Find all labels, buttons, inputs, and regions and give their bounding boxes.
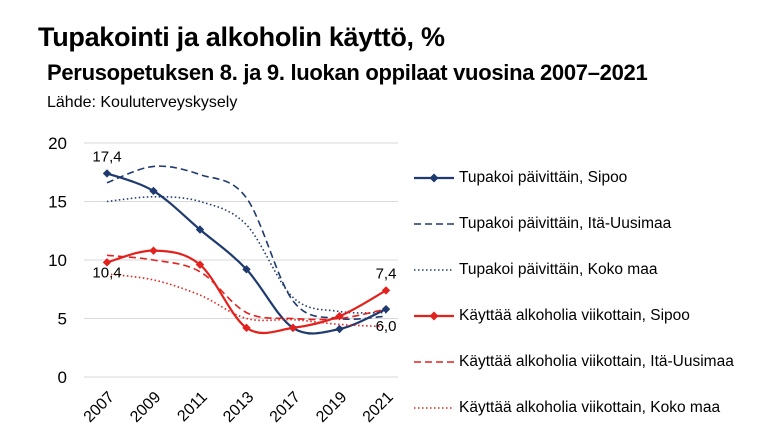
series-line-3 (106, 195, 387, 314)
series-marker-4 (335, 311, 344, 321)
series-line-1 (106, 172, 387, 335)
legend-label: Käyttää alkoholia viikottain, Itä-Uusima… (459, 353, 734, 370)
legend-label: Käyttää alkoholia viikottain, Koko maa (459, 399, 721, 416)
series-marker-1 (102, 169, 112, 178)
x-tick-label: 2019 (313, 389, 350, 426)
legend-item: Tupakoi päivittäin, Sipoo (412, 163, 762, 194)
legend-item: Tupakoi päivittäin, Koko maa (412, 255, 762, 286)
legend: Tupakoi päivittäin, Sipoo Tupakoi päivitt… (412, 163, 762, 439)
legend-swatch (414, 173, 454, 183)
series-marker-4 (381, 286, 391, 295)
series-line-6 (106, 273, 387, 328)
series-marker-4 (149, 246, 158, 255)
legend-swatch (414, 223, 454, 225)
x-tick-label: 2013 (220, 389, 257, 426)
chart-subtitle: Perusopetuksen 8. ja 9. luokan oppilaat … (47, 60, 648, 85)
legend-label: Tupakoi päivittäin, Itä-Uusimaa (459, 215, 672, 232)
y-tick-label: 5 (58, 310, 67, 329)
series-marker-1 (381, 304, 391, 314)
series-line-4 (106, 249, 387, 335)
gridlines (84, 142, 398, 378)
legend-swatch (414, 361, 454, 363)
data-label: 6,0 (376, 318, 397, 335)
y-tick-label: 10 (48, 251, 67, 270)
series-lines (106, 165, 387, 335)
data-label: 10,4 (92, 264, 121, 281)
series-marker-4 (195, 260, 205, 269)
y-tick-label: 15 (48, 193, 67, 212)
data-label: 17,4 (92, 148, 121, 165)
series-line-5 (106, 254, 387, 321)
data-labels: 17,4 10,4 7,4 6,0 (92, 148, 396, 335)
chart-source: Lähde: Kouluterveyskysely (47, 94, 238, 111)
legend-item: Käyttää alkoholia viikottain, Itä-Uusima… (412, 347, 762, 378)
x-tick-label: 2011 (174, 389, 210, 425)
series-marker-1 (242, 265, 251, 274)
series-marker-1 (195, 225, 205, 234)
series-markers (102, 169, 391, 334)
series-marker-4 (288, 323, 298, 333)
series-marker-1 (335, 324, 344, 334)
legend-item: Tupakoi päivittäin, Itä-Uusimaa (412, 209, 762, 240)
legend-label: Tupakoi päivittäin, Koko maa (459, 261, 658, 278)
legend-swatch (414, 407, 454, 409)
legend-item: Käyttää alkoholia viikottain, Koko maa (412, 393, 762, 424)
legend-label: Tupakoi päivittäin, Sipoo (459, 169, 628, 186)
y-tick-label: 20 (48, 134, 67, 153)
legend-label: Käyttää alkoholia viikottain, Sipoo (459, 307, 690, 324)
x-tick-label: 2017 (267, 389, 304, 426)
series-marker-4 (102, 258, 112, 267)
y-axis-labels: 0 5 10 15 20 (48, 134, 67, 387)
legend-swatch (414, 311, 454, 321)
data-label: 7,4 (376, 265, 397, 282)
series-marker-4 (242, 323, 251, 333)
x-tick-label: 2021 (360, 389, 397, 426)
x-tick-label: 2007 (81, 389, 118, 426)
legend-swatch (414, 269, 454, 271)
x-tick-label: 2009 (127, 389, 164, 426)
legend-item: Käyttää alkoholia viikottain, Sipoo (412, 301, 762, 332)
y-tick-label: 0 (58, 368, 67, 387)
chart-title: Tupakointi ja alkoholin käyttö, % (38, 22, 445, 52)
x-axis-labels: 2007 2009 2011 2013 2017 2019 2021 (81, 389, 397, 426)
series-marker-1 (149, 186, 158, 196)
series-line-2 (106, 165, 387, 321)
